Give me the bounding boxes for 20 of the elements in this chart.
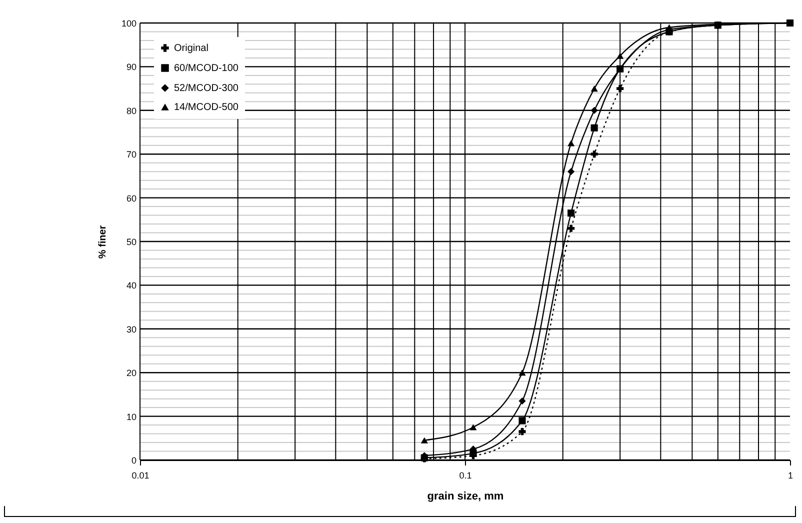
x-tick-label: 0.1 <box>459 470 472 480</box>
x-axis-title: grain size, mm <box>427 490 504 502</box>
legend-label: 52/MCOD-300 <box>174 83 239 94</box>
x-tick-label: 1 <box>788 470 794 480</box>
x-tick-label: 0.01 <box>132 470 150 480</box>
y-axis-title: % finer <box>97 225 108 259</box>
legend-label: 60/MCOD-100 <box>174 63 239 74</box>
y-tick-label: 80 <box>126 106 136 116</box>
y-tick-label: 10 <box>126 412 136 422</box>
y-tick-label: 90 <box>126 62 136 72</box>
y-tick-label: 70 <box>126 150 136 160</box>
legend-label: Original <box>174 43 208 54</box>
y-tick-label: 40 <box>126 280 136 291</box>
y-tick-label: 0 <box>131 456 136 466</box>
y-tick-label: 60 <box>126 193 136 204</box>
y-tick-label: 50 <box>126 237 136 247</box>
legend-label: 14/MCOD-500 <box>174 102 239 113</box>
y-tick-label: 100 <box>121 18 136 28</box>
y-tick-label: 30 <box>126 324 136 334</box>
y-tick-label: 20 <box>126 368 136 378</box>
